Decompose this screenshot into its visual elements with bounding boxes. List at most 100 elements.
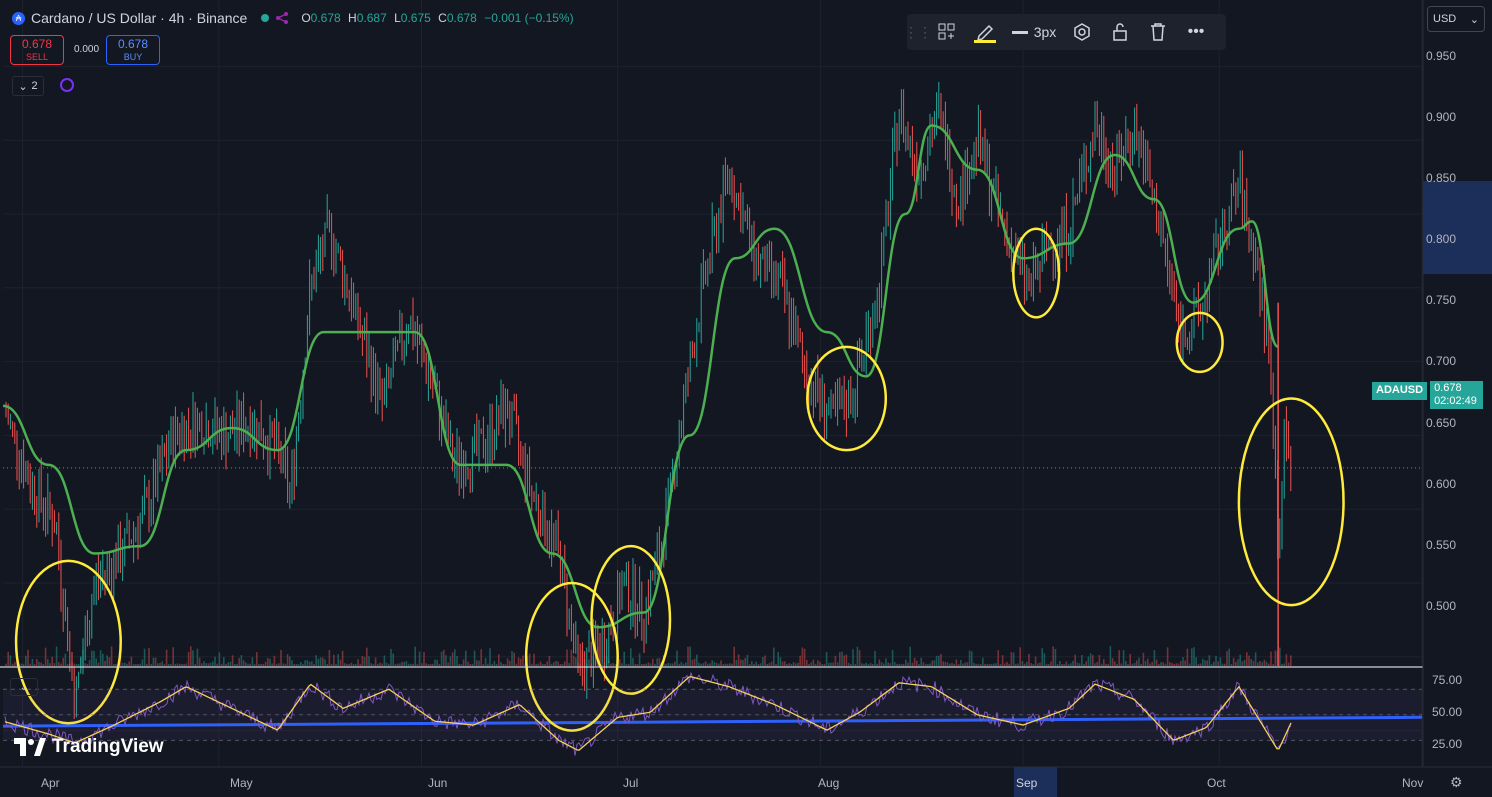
volume-bar	[165, 649, 168, 666]
volume-bar	[256, 652, 258, 666]
indicators-toggle[interactable]: ⌄ 2	[12, 76, 44, 96]
sell-button[interactable]: 0.678 SELL	[10, 35, 64, 65]
volume-bar	[253, 663, 256, 666]
volume-bar	[612, 662, 614, 666]
volume-bar	[766, 663, 768, 666]
highlight-circle	[590, 544, 672, 695]
currency-value: USD	[1433, 13, 1457, 25]
volume-bar	[271, 663, 273, 666]
volume-bar	[817, 660, 819, 666]
volume-bar	[1147, 658, 1149, 666]
volume-bar	[337, 654, 339, 666]
currency-select[interactable]: USD ⌄	[1427, 6, 1485, 32]
volume-bar	[634, 663, 636, 666]
volume-bar	[427, 664, 430, 666]
share-icon[interactable]	[275, 11, 289, 25]
highlight-circle	[1175, 311, 1224, 374]
volume-bar	[902, 663, 905, 666]
volume-bar	[421, 663, 423, 666]
volume-bar	[522, 655, 524, 666]
volume-bar	[352, 663, 355, 666]
volume-bar	[47, 659, 49, 666]
volume-bar	[251, 657, 254, 666]
volume-bar	[469, 663, 471, 666]
volume-bar	[394, 663, 397, 666]
volume-bar	[504, 663, 507, 666]
volume-bar	[1204, 660, 1206, 666]
volume-bar	[1171, 662, 1173, 666]
volume-bar	[971, 651, 973, 666]
volume-bar	[339, 659, 342, 666]
volume-bar	[722, 663, 724, 666]
volume-bar	[66, 663, 69, 666]
volume-bar	[1151, 661, 1153, 666]
support-line[interactable]	[2, 715, 1423, 728]
volume-bar	[487, 663, 489, 666]
more-icon[interactable]: •••	[1187, 23, 1205, 40]
volume-bar	[194, 663, 196, 666]
volume-bar	[1043, 653, 1046, 666]
settings-icon[interactable]	[1063, 14, 1101, 50]
volume-bar	[245, 662, 247, 666]
volume-bar	[432, 663, 434, 666]
volume-bar	[916, 660, 918, 666]
volume-bar	[1083, 663, 1085, 666]
volume-bar	[102, 653, 104, 666]
volume-bar	[968, 650, 971, 666]
volume-bar	[1140, 663, 1142, 666]
time-tick: Oct	[1207, 776, 1226, 790]
volume-bar	[643, 664, 645, 666]
volume-bar	[553, 662, 555, 666]
volume-bar	[674, 661, 676, 666]
line-width-button[interactable]: 3px	[1005, 14, 1063, 50]
volume-bar	[872, 663, 874, 666]
volume-bar	[775, 663, 777, 666]
drag-handle-icon[interactable]: ⋮⋮	[904, 23, 932, 40]
volume-bar	[370, 663, 372, 666]
volume-bar	[176, 663, 179, 666]
volume-bar	[792, 662, 795, 666]
gear-icon[interactable]: ⚙	[1450, 774, 1463, 790]
volume-bar	[713, 661, 716, 666]
rsi-collapse-button[interactable]: ⌄	[10, 678, 38, 696]
ohlc-low-key: L	[394, 11, 401, 25]
volume-bar	[1041, 648, 1043, 666]
symbol-header[interactable]: ₳ Cardano / US Dollar · 4h · Binance O0.…	[12, 10, 578, 26]
volume-bar	[645, 663, 647, 666]
sync-icon[interactable]	[60, 78, 74, 92]
volume-bar	[1173, 663, 1175, 666]
price-tick: 0.850	[1426, 171, 1457, 185]
line-color-button[interactable]	[965, 14, 1005, 50]
volume-bar	[137, 663, 139, 666]
rsi-pane	[3, 672, 1422, 756]
volume-bar	[1039, 662, 1041, 666]
symbol-title[interactable]: Cardano / US Dollar · 4h · Binance	[31, 10, 248, 26]
volume-bar	[806, 660, 808, 666]
volume-bar	[1078, 663, 1081, 666]
templates-icon[interactable]	[929, 14, 965, 50]
volume-bar	[348, 664, 350, 666]
volume-bar	[418, 651, 421, 666]
volume-bar	[1252, 660, 1255, 666]
buy-button[interactable]: 0.678 BUY	[106, 35, 160, 65]
volume-bar	[240, 655, 243, 666]
volume-bar	[502, 663, 504, 666]
volume-bar	[451, 652, 454, 666]
volume-bar	[1010, 652, 1013, 666]
volume-bar	[60, 663, 62, 666]
volume-bar	[1193, 647, 1195, 666]
volume-bar	[632, 657, 634, 666]
volume-bar	[447, 662, 449, 666]
drawing-circles[interactable]	[14, 227, 1345, 732]
volume-bar	[280, 649, 282, 666]
volume-bar	[1226, 651, 1228, 666]
volume-bar	[1268, 663, 1270, 666]
volume-bar	[515, 663, 518, 666]
volume-bar	[291, 660, 293, 666]
trash-icon[interactable]	[1139, 14, 1177, 50]
volume-bar	[1138, 657, 1140, 666]
volume-bar	[181, 663, 183, 666]
lock-icon[interactable]	[1101, 14, 1139, 50]
volume-bar	[784, 661, 786, 666]
